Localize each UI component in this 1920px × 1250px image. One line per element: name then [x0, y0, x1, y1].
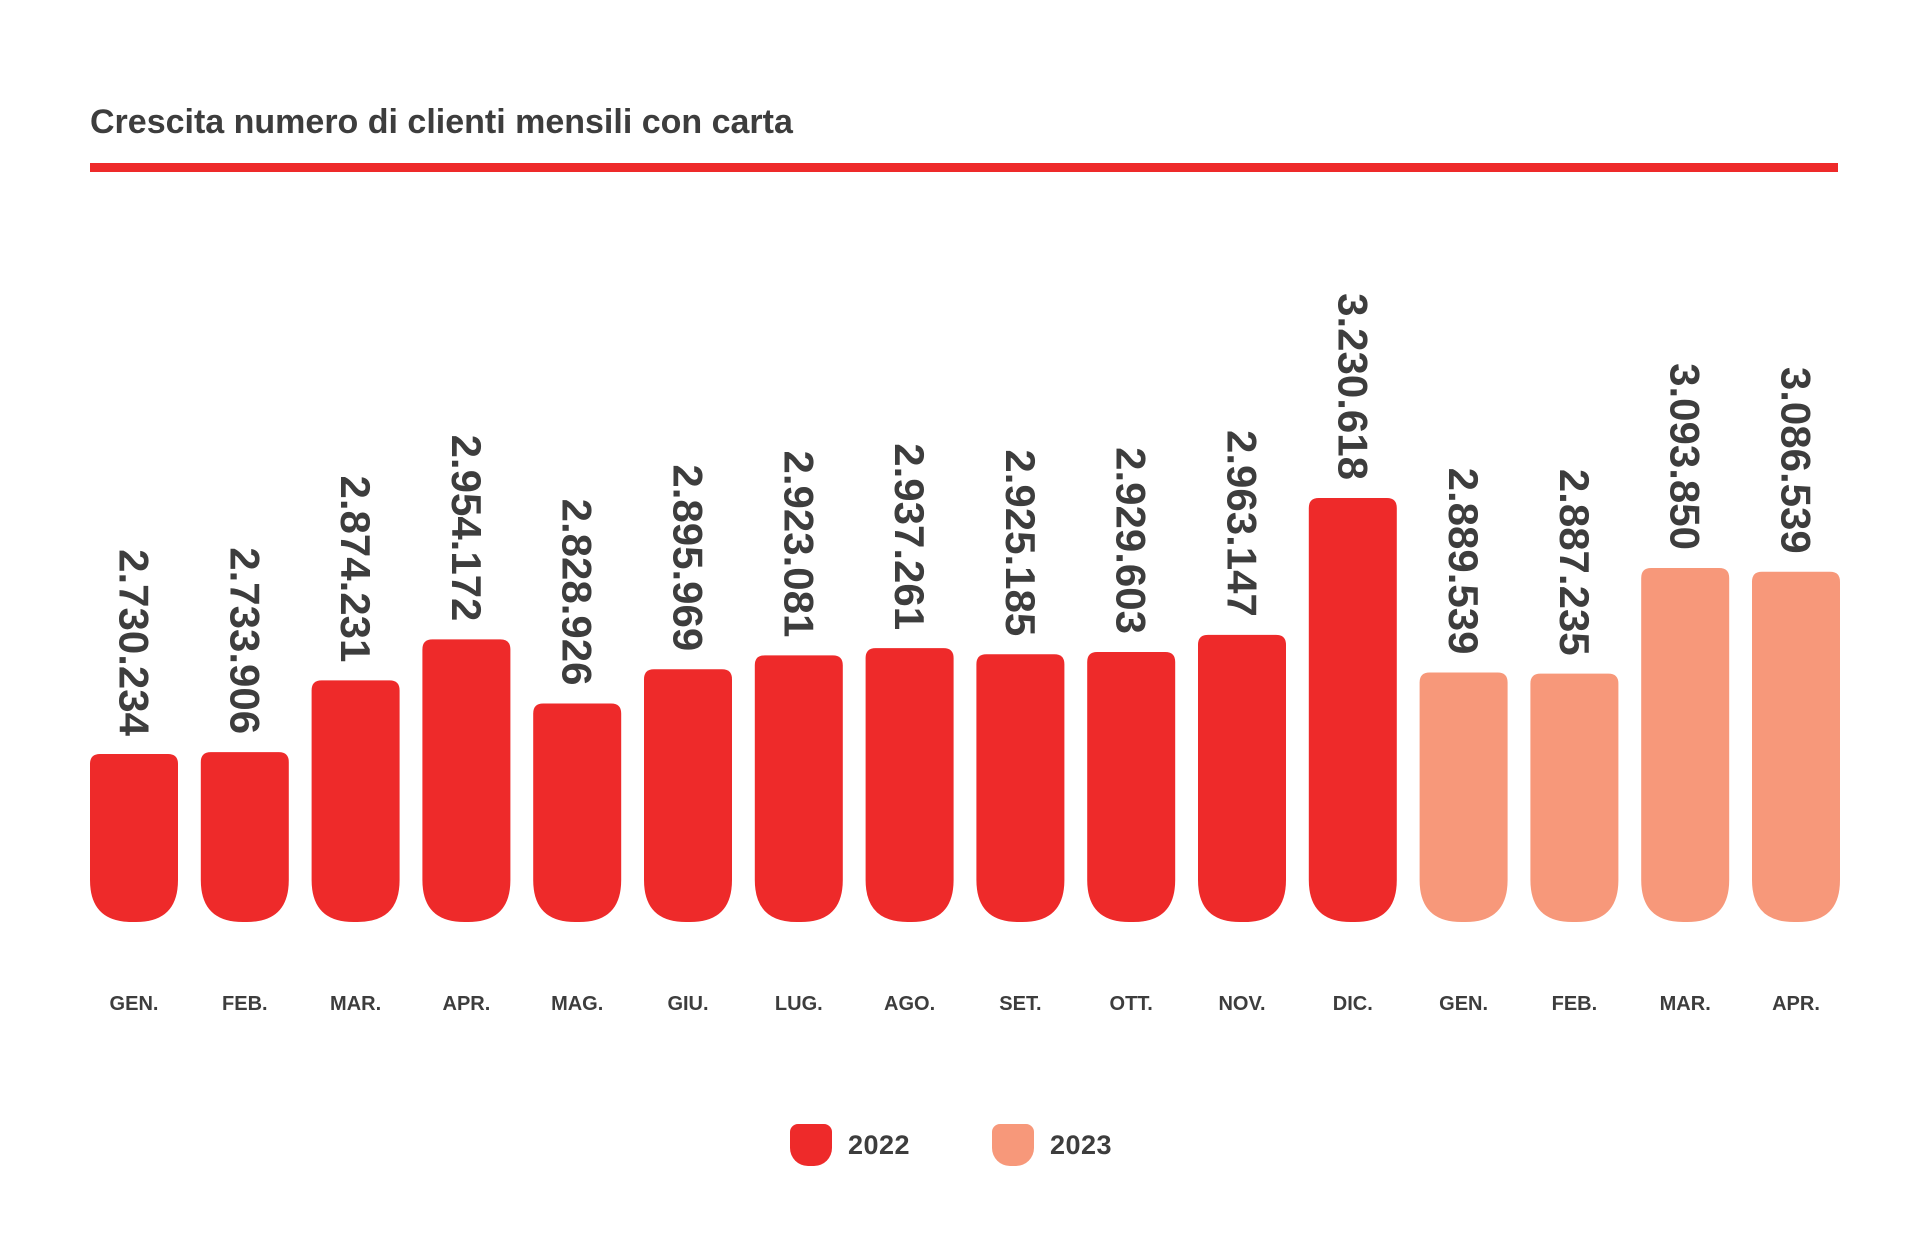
bar-2022-11	[1198, 634, 1286, 922]
bar-value-label: 3.086.539	[1773, 367, 1820, 554]
bar-value-label: 2.923.081	[775, 450, 822, 637]
x-tick-label: SET.	[999, 993, 1041, 1015]
bar-2022-6	[644, 669, 732, 922]
bar-value-label: 2.929.603	[1108, 447, 1155, 634]
x-tick-label: LUG.	[775, 993, 823, 1015]
bar-2022-5	[533, 703, 622, 922]
bar-value-label: 2.925.185	[997, 449, 1044, 636]
x-tick-label: GEN.	[1439, 993, 1488, 1015]
x-tick-label: MAR.	[1660, 993, 1711, 1015]
x-tick-label: NOV.	[1218, 993, 1265, 1015]
bar-value-label: 2.889.539	[1440, 468, 1487, 655]
bar-value-label: 2.733.906	[221, 547, 268, 734]
x-tick-label: MAG.	[551, 993, 603, 1015]
x-tick-label: AGO.	[884, 993, 935, 1015]
x-tick-label: APR.	[443, 993, 491, 1015]
bar-2023-15	[1641, 567, 1730, 922]
bar-2022-4	[422, 639, 511, 922]
bar-value-label: 2.730.234	[111, 549, 158, 736]
bar-2023-13	[1419, 672, 1508, 922]
x-tick-label: FEB.	[222, 993, 268, 1015]
bar-2022-8	[865, 648, 954, 922]
bar-value-label: 2.963.147	[1219, 430, 1266, 617]
x-tick-label: APR.	[1772, 993, 1820, 1015]
bar-2022-2	[200, 752, 289, 922]
x-tick-label: GIU.	[667, 993, 708, 1015]
bar-2022-12	[1308, 498, 1397, 922]
bar-value-label: 2.828.926	[554, 499, 601, 686]
bar-value-label: 3.230.618	[1329, 293, 1376, 480]
bar-value-label: 2.874.231	[332, 475, 379, 662]
bar-2023-16	[1752, 571, 1840, 922]
bar-value-label: 2.954.172	[443, 435, 490, 622]
x-tick-label: GEN.	[110, 993, 159, 1015]
bar-2022-9	[976, 654, 1065, 922]
bar-2022-7	[754, 655, 843, 922]
bar-value-label: 3.093.850	[1662, 363, 1709, 550]
chart-title: Crescita numero di clienti mensili con c…	[90, 103, 793, 141]
title-rule	[90, 163, 1838, 172]
x-tick-label: OTT.	[1110, 993, 1153, 1015]
x-tick-label: MAR.	[330, 993, 381, 1015]
bar-value-label: 2.937.261	[886, 443, 933, 630]
x-tick-label: FEB.	[1552, 993, 1598, 1015]
bar-2023-14	[1530, 673, 1619, 922]
bar-value-label: 2.895.969	[665, 464, 712, 651]
bar-2022-3	[311, 680, 400, 922]
x-tick-label: DIC.	[1333, 993, 1373, 1015]
bar-2022-1	[90, 754, 178, 922]
bar-2022-10	[1087, 652, 1176, 922]
bar-value-label: 2.887.235	[1551, 469, 1598, 656]
